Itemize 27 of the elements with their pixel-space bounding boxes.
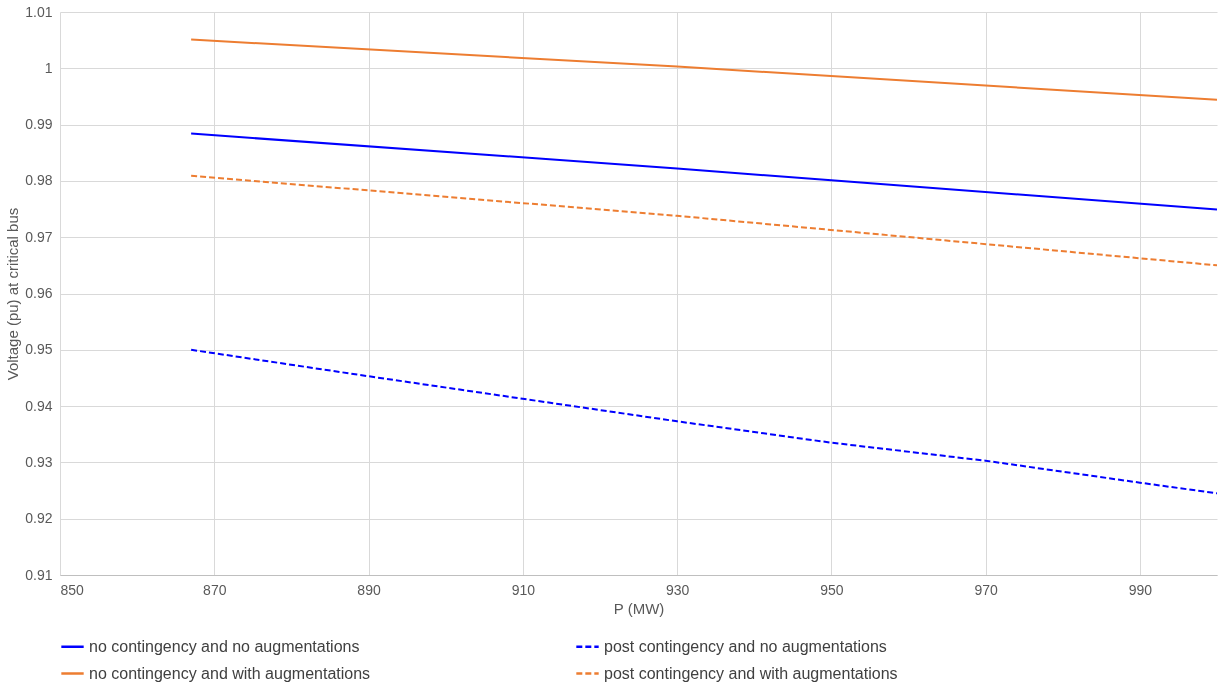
x-tick-label: 950 <box>820 581 844 598</box>
y-tick-label: 0.95 <box>25 341 53 358</box>
y-tick-label: 0.98 <box>25 172 53 189</box>
x-axis-title: P (MW) <box>613 599 665 617</box>
y-tick-label: 1.01 <box>25 3 53 20</box>
legend-label: no contingency and no augmentations <box>89 637 360 655</box>
y-tick-label: 1 <box>44 59 53 76</box>
y-axis-title: Voltage (pu) at critical bus <box>4 207 22 381</box>
x-tick-label: 970 <box>974 581 998 598</box>
y-tick-label: 0.91 <box>25 566 53 583</box>
x-tick-label: 870 <box>203 581 227 598</box>
y-tick-label: 0.97 <box>25 228 53 245</box>
y-tick-label: 0.92 <box>25 510 53 527</box>
x-tick-label: 890 <box>357 581 381 598</box>
y-tick-label: 0.99 <box>25 116 53 133</box>
x-tick-label: 930 <box>665 581 690 598</box>
y-tick-label: 0.96 <box>25 285 53 301</box>
line-series <box>190 348 1217 495</box>
x-tick-label: 990 <box>1128 581 1153 598</box>
legend-label: no contingency and with augmentations <box>89 664 371 682</box>
x-tick-label: 910 <box>511 581 536 598</box>
line-series <box>190 132 1217 211</box>
x-tick-label: 850 <box>60 581 85 598</box>
y-tick-label: 0.93 <box>25 453 53 470</box>
y-tick-label: 0.94 <box>25 397 53 414</box>
legend-label: post contingency and with augmentations <box>604 664 898 682</box>
legend-label: post contingency and no augmentations <box>604 637 887 655</box>
